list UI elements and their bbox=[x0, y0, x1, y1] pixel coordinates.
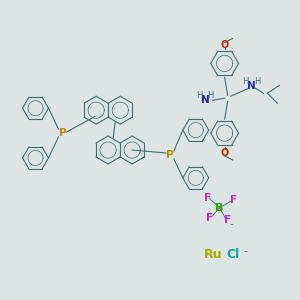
Text: N: N bbox=[247, 81, 256, 91]
Text: Cl: Cl bbox=[226, 248, 239, 261]
Text: F: F bbox=[224, 215, 231, 225]
Text: -: - bbox=[230, 219, 234, 229]
Text: H: H bbox=[254, 77, 261, 86]
Text: F: F bbox=[206, 213, 213, 223]
Text: P: P bbox=[166, 150, 174, 160]
Text: Ru: Ru bbox=[203, 248, 222, 261]
Text: H: H bbox=[196, 91, 203, 100]
Text: O: O bbox=[220, 148, 229, 158]
Text: P: P bbox=[58, 128, 66, 138]
Text: H: H bbox=[242, 77, 249, 86]
Text: F: F bbox=[230, 195, 237, 205]
Text: H: H bbox=[208, 91, 214, 100]
Text: N: N bbox=[201, 95, 210, 105]
Text: -: - bbox=[244, 247, 248, 256]
Text: O: O bbox=[220, 40, 229, 50]
Text: F: F bbox=[204, 193, 211, 203]
Text: B: B bbox=[215, 203, 224, 213]
